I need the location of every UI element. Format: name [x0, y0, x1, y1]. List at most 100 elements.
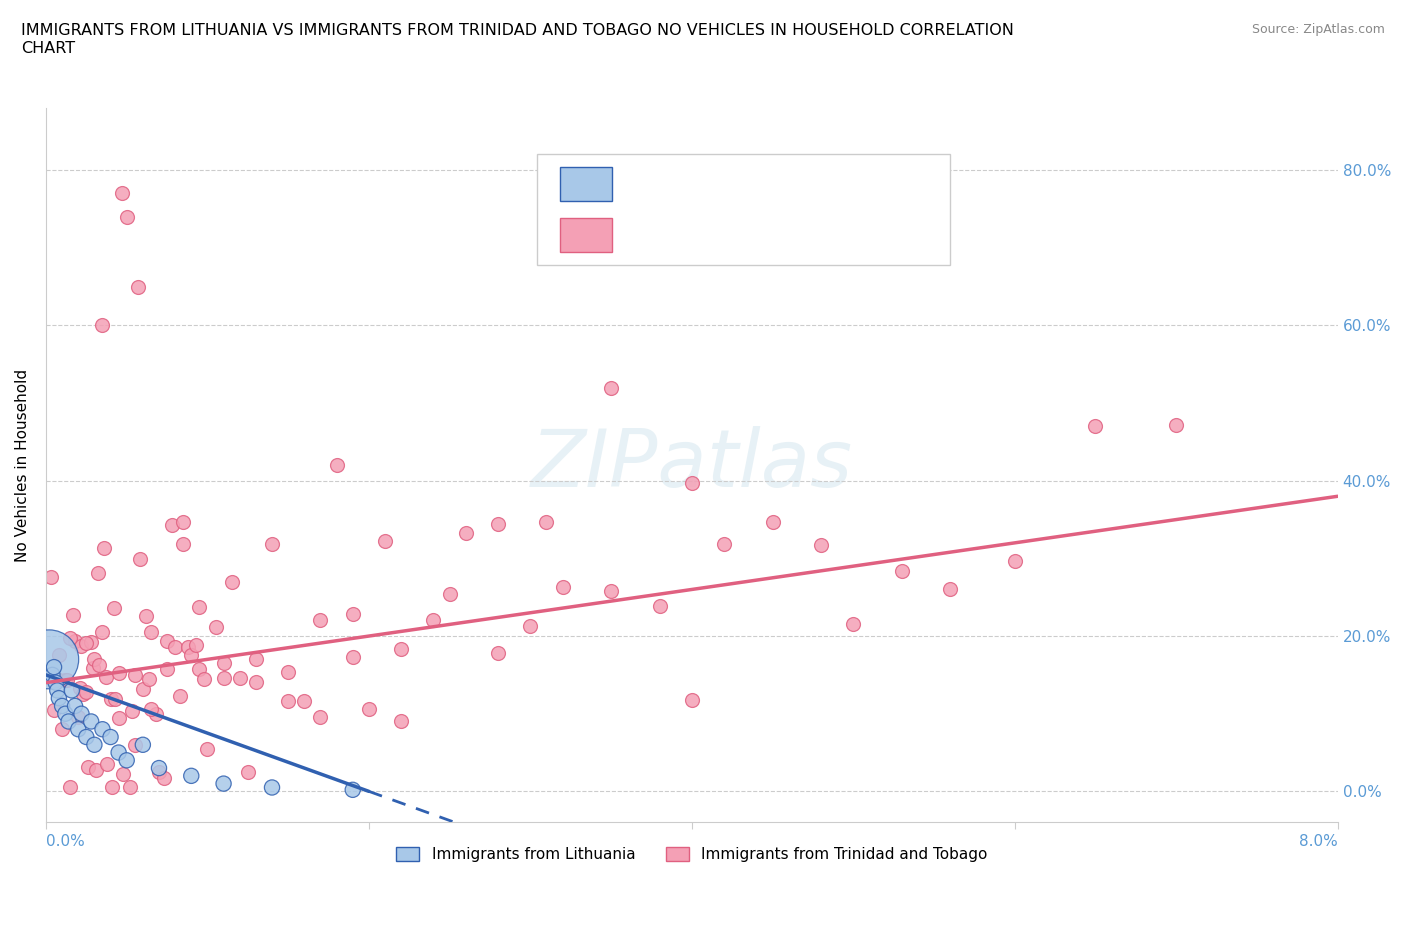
Point [58, 714, 80, 729]
Point [713, 537, 735, 551]
Point [94, 670, 117, 684]
Point [156, 661, 179, 676]
Point [59, 780, 82, 795]
Point [115, 209, 138, 224]
Point [96, 756, 118, 771]
Point [51, 722, 73, 737]
Point [204, 619, 226, 634]
Point [75, 729, 97, 744]
Point [221, 575, 243, 590]
Point [342, 649, 364, 664]
Point [245, 674, 267, 689]
Point [107, 711, 129, 725]
Point [84, 763, 107, 777]
Point [38, 652, 60, 667]
Point [121, 704, 143, 719]
Point [260, 537, 283, 551]
Point [890, 564, 912, 578]
Point [63, 698, 86, 713]
Point [107, 745, 129, 760]
Point [100, 691, 122, 706]
Point [77, 760, 100, 775]
Legend: Immigrants from Lithuania, Immigrants from Trinidad and Tobago: Immigrants from Lithuania, Immigrants fr… [391, 841, 993, 869]
Point [536, 514, 558, 529]
Text: Source: ZipAtlas.com: Source: ZipAtlas.com [1251, 23, 1385, 36]
Text: 0.0%: 0.0% [46, 834, 84, 849]
Text: 8.0%: 8.0% [1299, 834, 1337, 849]
Point [41, 668, 63, 683]
Point [124, 667, 146, 682]
Point [1166, 418, 1188, 432]
Point [118, 780, 141, 795]
Point [115, 753, 138, 768]
Text: IMMIGRANTS FROM LITHUANIA VS IMMIGRANTS FROM TRINIDAD AND TOBAGO NO VEHICLES IN : IMMIGRANTS FROM LITHUANIA VS IMMIGRANTS … [21, 23, 1014, 56]
Point [648, 599, 671, 614]
Point [842, 616, 865, 631]
Point [357, 702, 380, 717]
Point [91, 318, 114, 333]
Point [127, 279, 149, 294]
Point [75, 684, 97, 699]
Point [62, 608, 84, 623]
Point [454, 525, 477, 540]
Point [342, 782, 364, 797]
Point [939, 581, 962, 596]
Point [212, 671, 235, 685]
Point [80, 634, 103, 649]
Point [292, 693, 315, 708]
Point [93, 540, 115, 555]
Point [1004, 554, 1026, 569]
Text: R =  0.257   N = 109: R = 0.257 N = 109 [624, 228, 817, 243]
Point [72, 686, 94, 701]
Point [277, 694, 299, 709]
Point [51, 698, 73, 713]
Text: ZIPatlas: ZIPatlas [530, 426, 853, 504]
Point [124, 737, 146, 752]
Point [160, 517, 183, 532]
Point [228, 671, 250, 685]
Point [104, 691, 127, 706]
Point [139, 702, 162, 717]
Point [83, 651, 105, 666]
Point [188, 661, 211, 676]
Point [184, 638, 207, 653]
Point [86, 565, 108, 580]
Point [153, 770, 176, 785]
Point [69, 681, 91, 696]
Point [389, 713, 412, 728]
Point [389, 642, 412, 657]
Point [63, 633, 86, 648]
Point [148, 765, 170, 780]
Point [177, 640, 200, 655]
Point [165, 640, 187, 655]
Point [56, 672, 79, 687]
Point [551, 580, 574, 595]
Point [138, 671, 160, 686]
Point [212, 656, 235, 671]
Point [135, 608, 157, 623]
Point [67, 722, 90, 737]
Point [236, 764, 259, 779]
Point [1084, 418, 1107, 433]
Point [374, 533, 396, 548]
Point [172, 515, 194, 530]
Point [89, 658, 111, 672]
Point [172, 537, 194, 551]
Point [148, 761, 170, 776]
Y-axis label: No Vehicles in Household: No Vehicles in Household [15, 368, 30, 562]
FancyBboxPatch shape [537, 154, 950, 265]
Point [486, 516, 509, 531]
Point [103, 600, 125, 615]
Text: R = -0.540   N =   26: R = -0.540 N = 26 [624, 177, 827, 192]
Point [45, 675, 67, 690]
Point [53, 672, 76, 687]
Point [75, 635, 97, 650]
Point [600, 584, 623, 599]
Bar [560, 167, 612, 202]
Point [681, 693, 703, 708]
Point [91, 625, 114, 640]
Point [132, 737, 155, 752]
Point [128, 552, 150, 567]
Point [761, 515, 783, 530]
Point [48, 691, 70, 706]
